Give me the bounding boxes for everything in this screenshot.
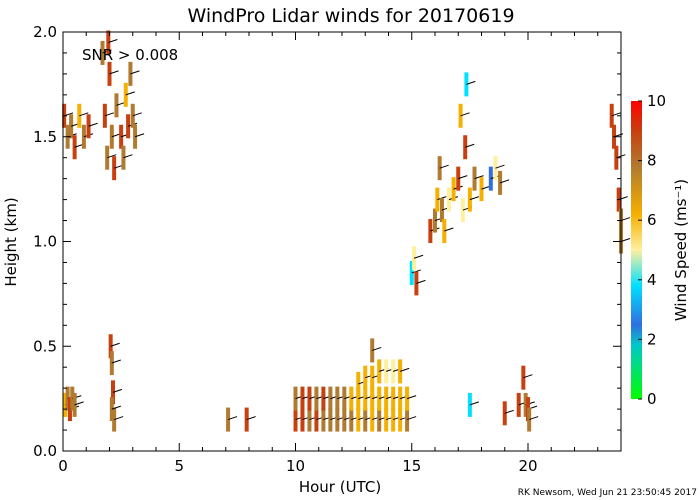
wind-vector [109, 70, 119, 75]
x-axis: 0 5 10 15 20 [58, 32, 599, 475]
y-tick-label: 1.0 [33, 233, 57, 251]
x-tick-label: 0 [58, 457, 68, 475]
wind-vector [246, 416, 256, 421]
y-tick-label: 0.0 [33, 442, 57, 460]
wind-vector [110, 342, 120, 347]
wind-vector [132, 112, 142, 117]
y-tick-label: 1.5 [33, 128, 57, 146]
wind-vector [469, 196, 480, 201]
wind-vector [460, 112, 470, 117]
wind-vector [529, 416, 539, 421]
wind-vector [107, 154, 117, 159]
wind-vector [620, 217, 631, 222]
wind-vector [112, 388, 123, 393]
wind-vector [111, 359, 121, 364]
wind-vector [416, 279, 426, 284]
wind-vector [113, 416, 124, 421]
colorbar-ticks: 0 2 4 6 8 10 [638, 92, 666, 408]
wind-vector [504, 409, 514, 414]
wind-vector [620, 238, 631, 242]
wind-vector [406, 416, 417, 421]
wind-vector [111, 405, 121, 410]
wind-vector [466, 80, 476, 85]
colorbar-tick-label: 8 [647, 152, 657, 170]
wind-vector [108, 39, 118, 43]
wind-vector [123, 154, 133, 159]
wind-vector [474, 175, 484, 180]
wind-vector [499, 179, 510, 184]
wind-vector [134, 133, 145, 138]
y-axis: 0.0 0.5 1.0 1.5 2.0 [33, 23, 621, 460]
wind-vector [74, 401, 84, 406]
wind-vector [495, 164, 505, 169]
x-axis-label: Hour (UTC) [299, 478, 381, 496]
wind-vector [611, 112, 621, 117]
wind-vector [79, 112, 89, 117]
wind-vector [439, 164, 449, 169]
x-tick-label: 15 [402, 457, 421, 475]
colorbar-label: Wind Speed (ms⁻¹) [672, 179, 690, 321]
wind-vector [88, 122, 98, 127]
y-tick-label: 0.5 [33, 337, 57, 355]
wind-vector [130, 70, 140, 75]
wind-vector [104, 112, 115, 117]
colorbar-tick-label: 10 [647, 92, 666, 110]
colorbar-tick-label: 0 [647, 390, 657, 408]
wind-vector [458, 175, 468, 180]
colorbar [631, 101, 642, 399]
colorbar-tick-label: 2 [647, 330, 657, 348]
y-axis-label: Height (km) [2, 197, 20, 286]
wind-vector [465, 143, 475, 148]
x-tick-label: 10 [286, 457, 305, 475]
data-marks [62, 30, 631, 432]
chart-title: WindPro Lidar winds for 20170619 [187, 5, 514, 27]
x-tick-label: 20 [518, 457, 537, 475]
colorbar-tick-label: 4 [647, 271, 657, 289]
snr-annotation: SNR > 0.008 [82, 46, 178, 64]
y-tick-label: 2.0 [33, 23, 57, 41]
wind-vector [523, 374, 533, 379]
plot-frame [62, 31, 622, 452]
wind-vector [125, 91, 135, 96]
colorbar-tick-label: 6 [647, 211, 657, 229]
wind-vector [406, 395, 417, 400]
wind-vector [413, 254, 424, 259]
wind-vector [444, 227, 454, 232]
footer-credit: RK Newsom, Wed Jun 21 23:50:45 2017 [518, 488, 697, 498]
x-tick-label: 5 [174, 457, 184, 475]
wind-vector [469, 401, 480, 406]
wind-vector [372, 346, 382, 351]
wind-vector [227, 416, 238, 421]
wind-vector [399, 367, 410, 372]
